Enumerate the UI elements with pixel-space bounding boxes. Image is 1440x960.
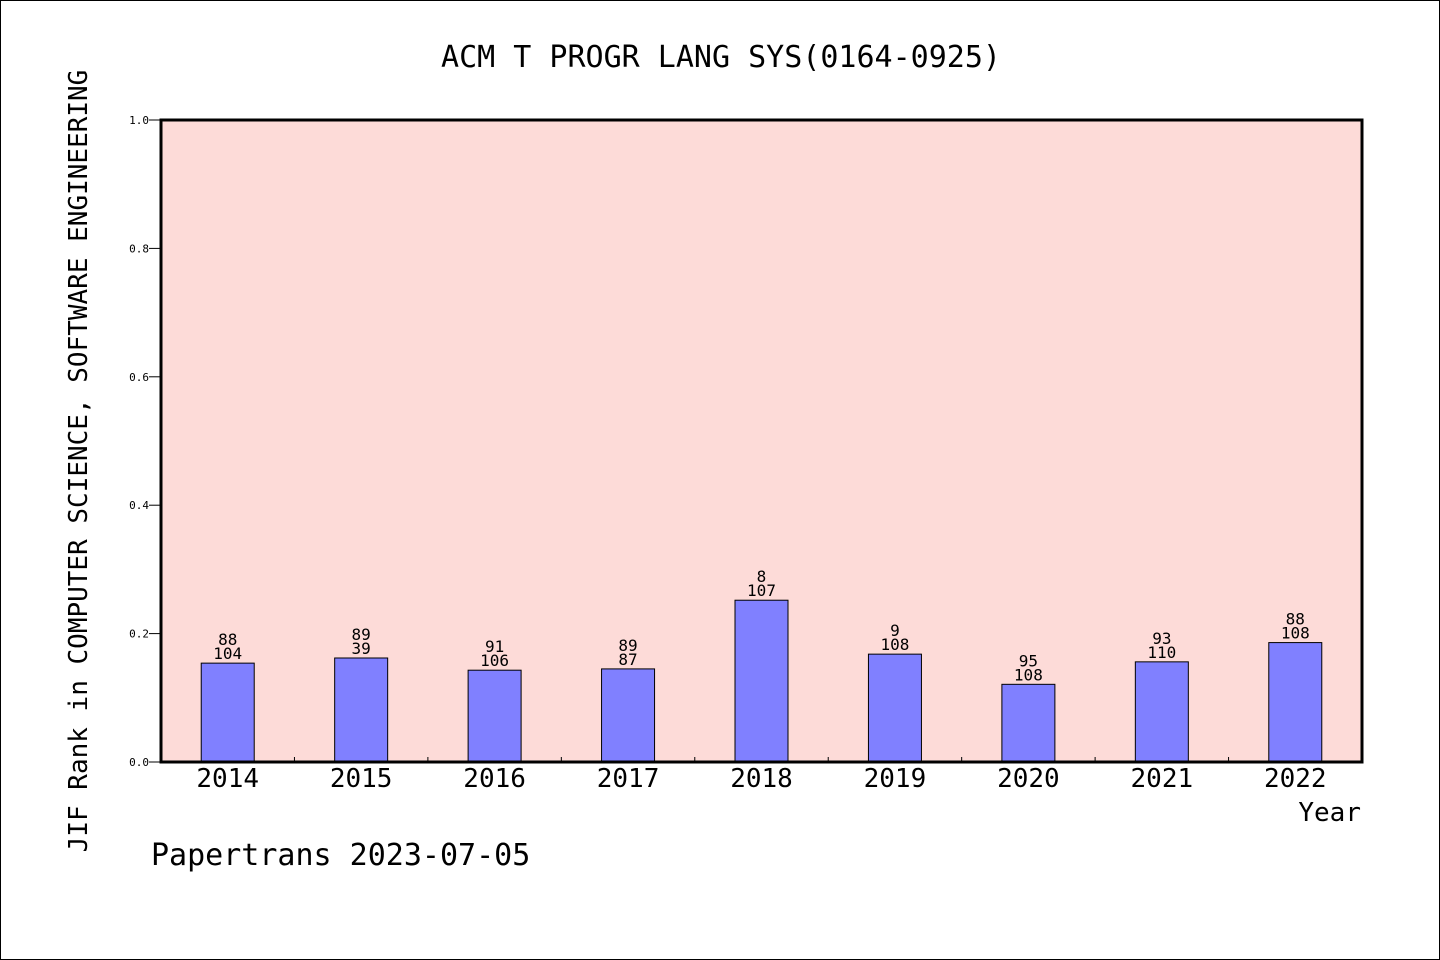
bar-label-2022-1: 108: [1281, 624, 1310, 643]
bar-2017: [601, 668, 656, 763]
bar-label-2021-0: 93: [1152, 629, 1171, 648]
bar-label-2017-0: 89: [618, 636, 637, 655]
bar-label-2015-1: 39: [352, 639, 371, 658]
x-tick-label-2021: 2021: [1131, 764, 1194, 794]
bar-2016: [467, 669, 522, 763]
y-tick-label-0.2: 0.2: [129, 628, 149, 641]
y-axis: 0.0 0.2 0.4 0.6 0.8 1.0: [129, 114, 161, 769]
y-tick-label-0.8: 0.8: [129, 242, 149, 255]
bar-label-2019-1: 108: [880, 635, 909, 654]
x-axis: 2014 2015 2016 2017 2018 2019 2020 2021 2022: [196, 757, 1327, 794]
bar-2014: [200, 662, 255, 763]
x-tick-label-2014: 2014: [196, 764, 259, 794]
x-tick-label-2018: 2018: [730, 764, 793, 794]
bars-group: [200, 599, 1323, 763]
bar-label-2018-1: 107: [747, 581, 776, 600]
bar-label-2016-1: 106: [480, 651, 509, 670]
bar-label-2018-0: 8: [757, 567, 767, 586]
y-tick-label-1.0: 1.0: [129, 114, 149, 127]
x-tick-label-2022: 2022: [1264, 764, 1327, 794]
x-tick-label-2017: 2017: [597, 764, 660, 794]
bar-2021: [1134, 661, 1189, 763]
bar-label-2014-0: 88: [218, 630, 237, 649]
bar-label-2020-1: 108: [1014, 665, 1043, 684]
footer-credit: Papertrans 2023-07-05: [151, 838, 530, 873]
y-tick-label-0.6: 0.6: [129, 371, 149, 384]
bar-2020: [1001, 683, 1056, 763]
bar-2015: [334, 657, 389, 763]
plot-border: [159, 118, 1364, 764]
bar-label-2014-1: 104: [213, 644, 242, 663]
bar-label-2021-1: 110: [1147, 643, 1176, 662]
x-tick-label-2015: 2015: [330, 764, 393, 794]
bar-label-2015-0: 89: [352, 625, 371, 644]
x-tick-label-2019: 2019: [864, 764, 927, 794]
bar-2022: [1268, 642, 1323, 763]
chart-title: ACM T PROGR LANG SYS(0164-0925): [441, 40, 1001, 75]
bar-label-2016-0: 91: [485, 637, 504, 656]
y-tick-label-0.4: 0.4: [129, 499, 149, 512]
x-tick-label-2016: 2016: [463, 764, 526, 794]
bar-label-2017-1: 87: [618, 650, 637, 669]
bar-label-2019-0: 9: [890, 621, 900, 640]
bar-2019: [867, 653, 922, 763]
bar-label-2022-0: 88: [1286, 610, 1305, 629]
x-tick-label-2020: 2020: [997, 764, 1060, 794]
y-tick-label-0.0: 0.0: [129, 756, 149, 769]
y-axis-label: JIF Rank in COMPUTER SCIENCE, SOFTWARE E…: [64, 70, 94, 853]
x-axis-label: Year: [1298, 798, 1361, 828]
bar-label-2020-0: 95: [1019, 651, 1038, 670]
bar-2018: [734, 599, 789, 763]
